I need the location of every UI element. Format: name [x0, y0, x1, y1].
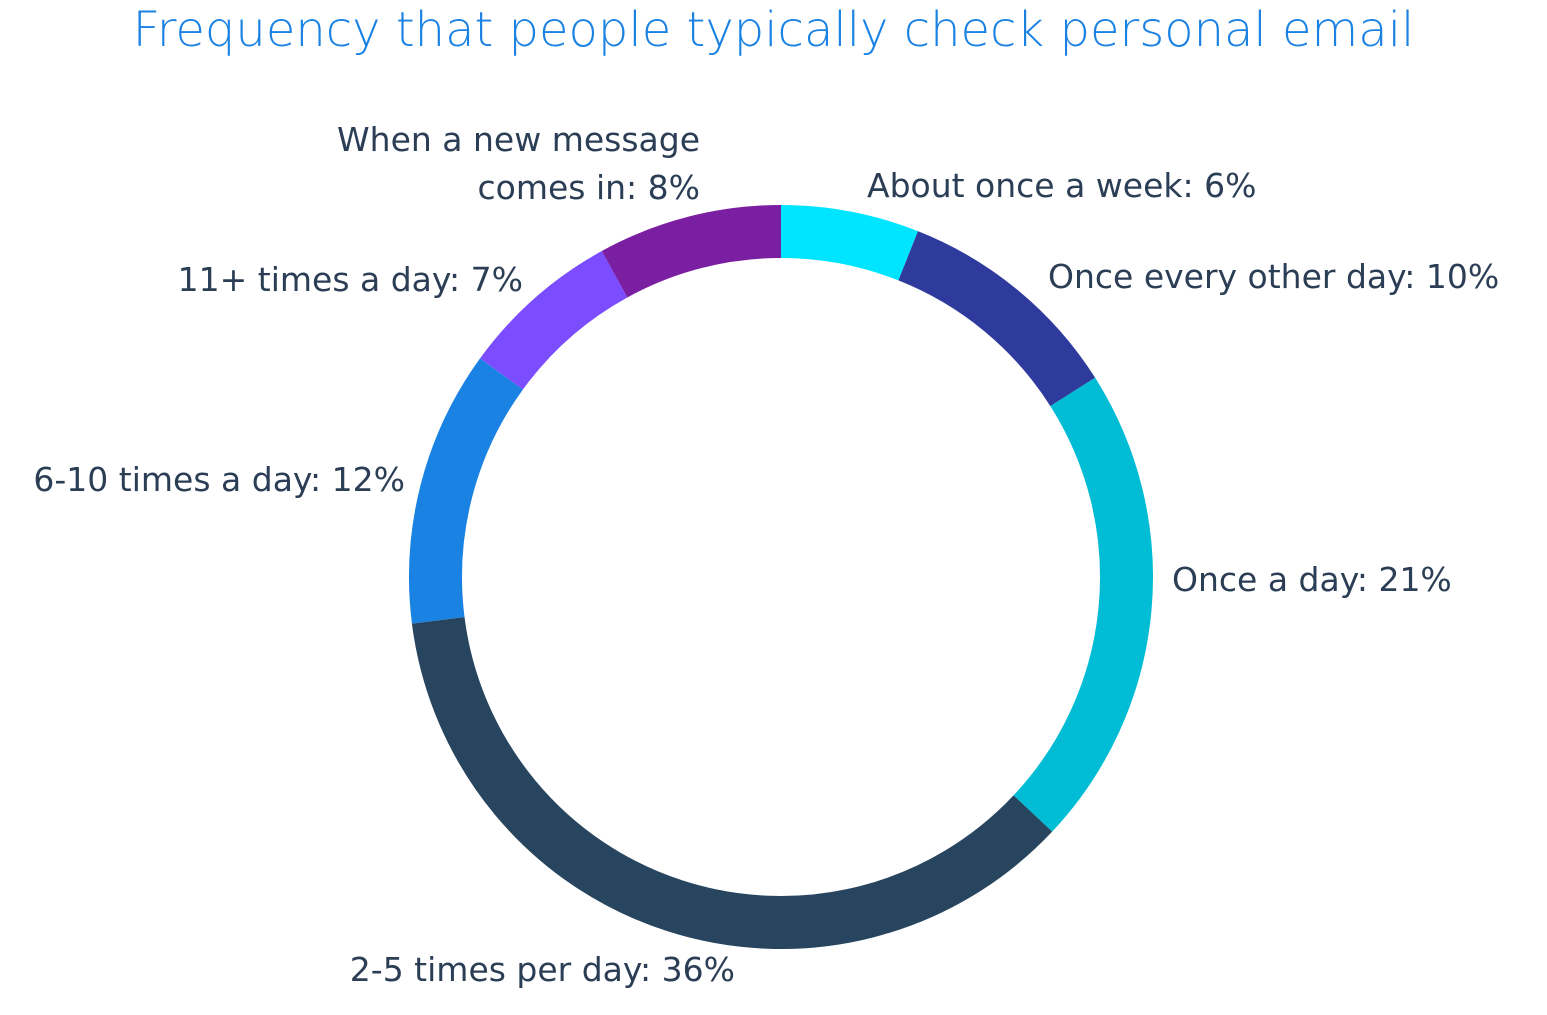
- donut-segment: [898, 231, 1096, 407]
- data-label: When a new message comes in: 8%: [337, 120, 700, 207]
- data-label: 6-10 times a day: 12%: [33, 460, 405, 499]
- donut-segment: [601, 205, 782, 298]
- donut-segment: [411, 616, 1053, 949]
- donut-segment: [1013, 377, 1153, 832]
- data-label: About once a week: 6%: [867, 166, 1257, 205]
- data-label: 11+ times a day: 7%: [177, 260, 523, 299]
- donut-segment: [480, 251, 628, 390]
- data-label: 2-5 times per day: 36%: [349, 950, 735, 989]
- chart-title: Frequency that people typically check pe…: [132, 2, 1415, 58]
- donut-segment: [409, 358, 524, 624]
- donut-segment: [780, 205, 918, 281]
- data-label: Once a day: 21%: [1172, 560, 1452, 599]
- data-label: Once every other day: 10%: [1048, 257, 1500, 296]
